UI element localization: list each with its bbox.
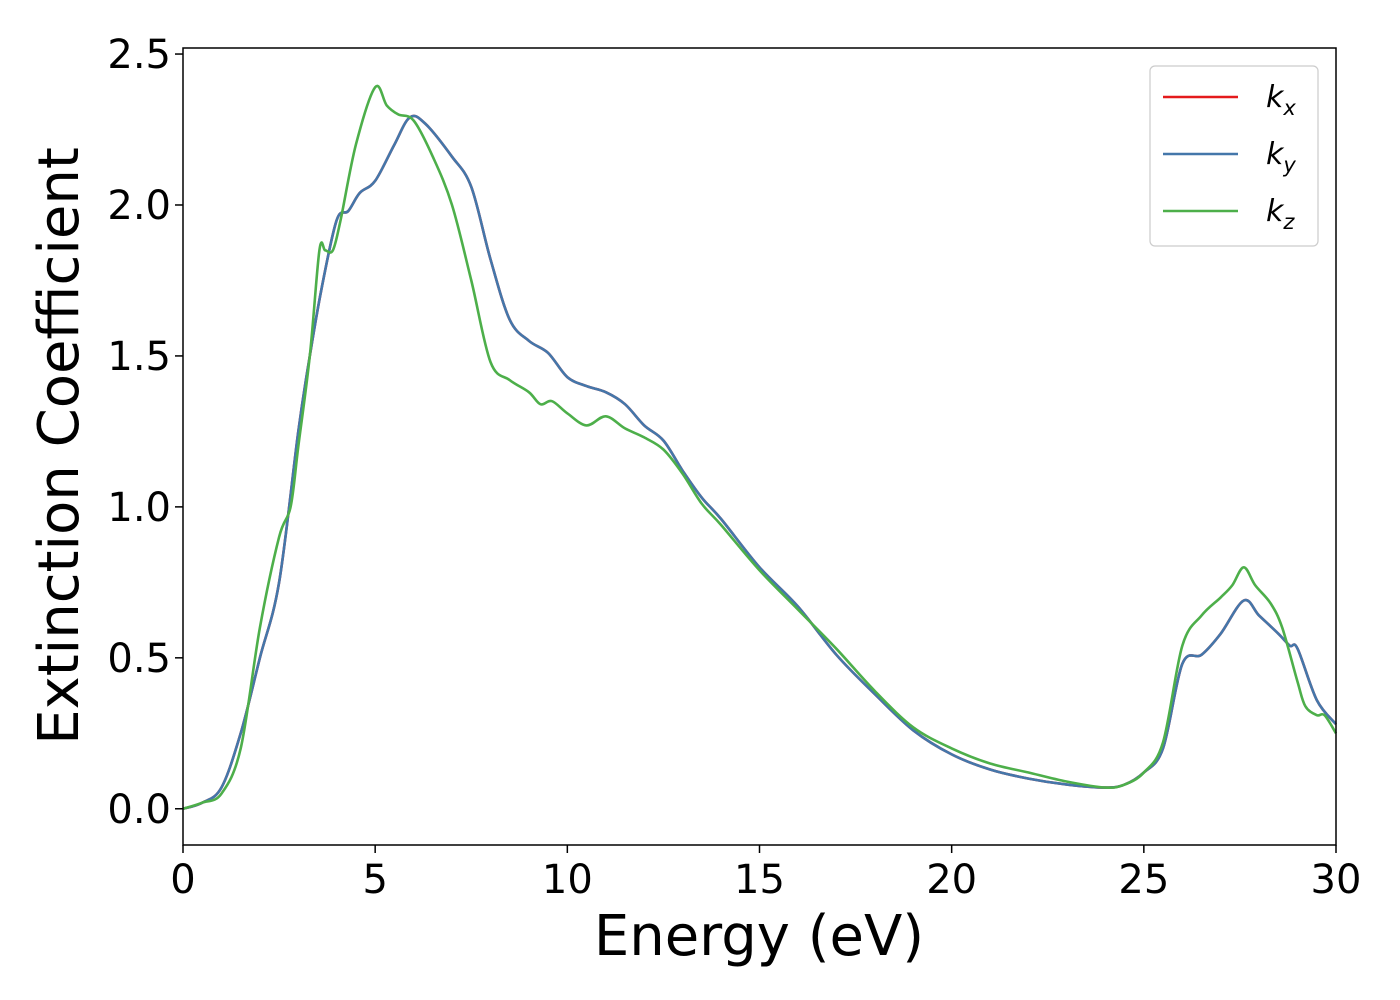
x-tick-label: 10	[542, 857, 593, 903]
legend-box	[1149, 65, 1319, 247]
y-tick-label: 0.0	[107, 787, 171, 833]
series-line-ky	[182, 114, 1338, 811]
x-tick-label: 30	[1311, 857, 1362, 903]
x-axis-label: Energy (eV)	[594, 904, 924, 969]
y-tick-label: 2.5	[107, 32, 171, 78]
series-layer	[182, 84, 1338, 811]
x-tick-label: 5	[362, 857, 387, 903]
y-axis-label: Extinction Coefficient	[27, 147, 92, 745]
y-tick-label: 0.5	[107, 636, 171, 682]
x-tick-label: 15	[734, 857, 785, 903]
y-tick-label: 1.0	[107, 485, 171, 531]
x-tick-label: 0	[170, 857, 195, 903]
y-ticks: 0.0 0.5 1.0 1.5 2.0 2.5	[107, 32, 183, 833]
x-tick-label: 25	[1118, 857, 1169, 903]
series-line-kz	[182, 84, 1338, 811]
x-tick-label: 20	[926, 857, 977, 903]
y-tick-label: 1.5	[107, 334, 171, 380]
y-tick-label: 2.0	[107, 183, 171, 229]
x-ticks: 0 5 10 15 20 25 30	[170, 845, 1361, 903]
